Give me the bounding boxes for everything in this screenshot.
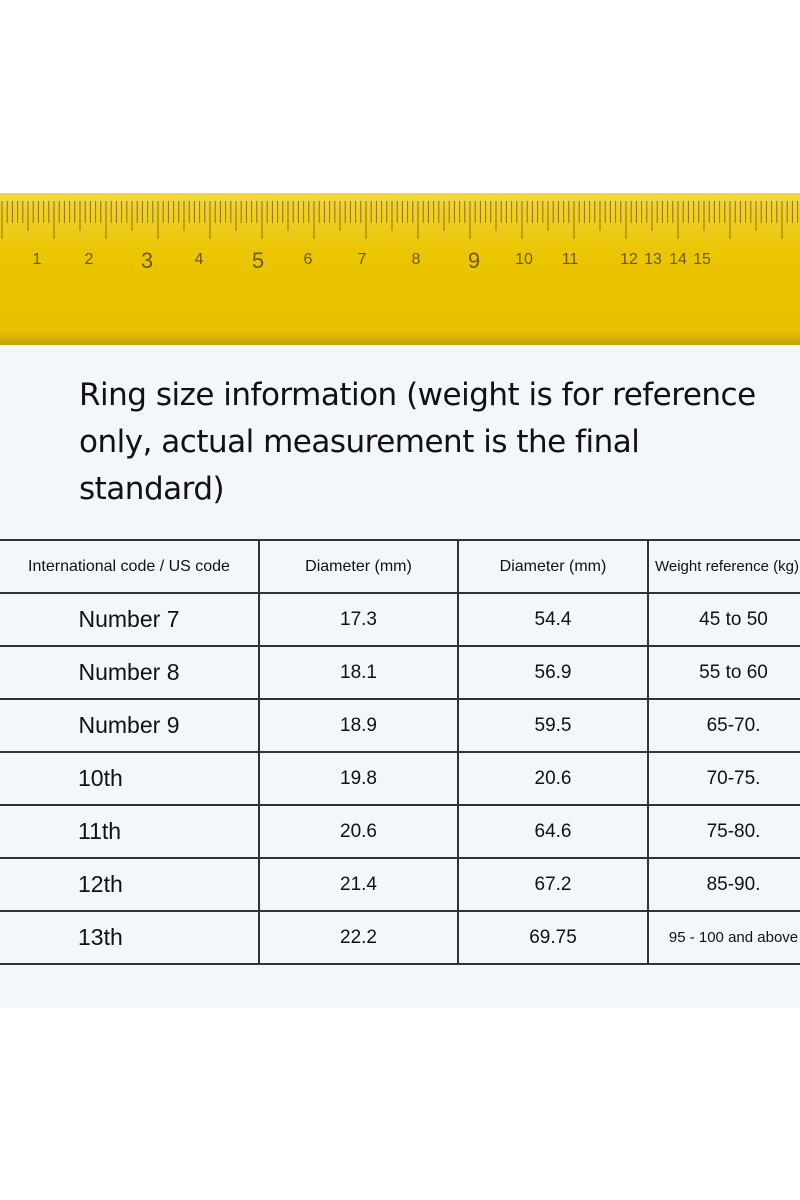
cell-circumference: 64.6 <box>457 804 649 859</box>
cell-diameter: 19.8 <box>258 751 459 806</box>
cell-circumference: 67.2 <box>457 857 649 912</box>
cell-weight: 85-90. <box>647 857 800 912</box>
ruler-label: 8 <box>411 251 421 268</box>
cell-weight: 45 to 50 <box>647 592 800 647</box>
header-diameter: Diameter (mm) <box>258 539 459 594</box>
cell-diameter: 17.3 <box>258 592 459 647</box>
ruler-image: 1 2 3 4 5 6 7 8 9 10 11 12 13 14 15 <box>0 193 800 345</box>
cell-weight: 55 to 60 <box>647 645 800 700</box>
cell-code: Number 8 <box>0 645 260 700</box>
ruler-ticks <box>1 201 799 239</box>
ring-size-table: International code / US code Diameter (m… <box>0 539 800 965</box>
cell-weight: 95 - 100 and above <box>647 910 800 965</box>
table-row: Number 9 18.9 59.5 65-70. <box>0 698 800 753</box>
table-row: 12th 21.4 67.2 85-90. <box>0 857 800 912</box>
cell-code: 11th <box>0 804 260 859</box>
cell-circumference: 59.5 <box>457 698 649 753</box>
cell-circumference: 20.6 <box>457 751 649 806</box>
ruler-label: 3 <box>140 248 154 273</box>
cell-circumference: 54.4 <box>457 592 649 647</box>
ruler-label: 15 <box>693 251 711 268</box>
cell-diameter: 22.2 <box>258 910 459 965</box>
ruler-label: 6 <box>303 251 313 268</box>
ruler-label: 13 <box>644 251 662 268</box>
cell-circumference: 69.75 <box>457 910 649 965</box>
ruler-label: 10 <box>515 251 533 268</box>
ruler-label: 5 <box>251 248 265 273</box>
ruler-label: 9 <box>467 248 481 273</box>
ruler-label: 2 <box>84 251 94 268</box>
table-row: Number 7 17.3 54.4 45 to 50 <box>0 592 800 647</box>
cell-weight: 65-70. <box>647 698 800 753</box>
table-row: 11th 20.6 64.6 75-80. <box>0 804 800 859</box>
cell-weight: 70-75. <box>647 751 800 806</box>
header-weight: Weight reference (kg) <box>647 539 800 594</box>
ruler-label: 7 <box>357 251 367 268</box>
ruler-label: 4 <box>194 251 204 268</box>
cell-circumference: 56.9 <box>457 645 649 700</box>
cell-diameter: 18.9 <box>258 698 459 753</box>
header-circumference: Diameter (mm) <box>457 539 649 594</box>
cell-code: Number 7 <box>0 592 260 647</box>
table-row: 13th 22.2 69.75 95 - 100 and above <box>0 910 800 965</box>
ruler-label: 1 <box>32 251 42 268</box>
table-header-row: International code / US code Diameter (m… <box>0 539 800 594</box>
cell-diameter: 20.6 <box>258 804 459 859</box>
cell-code: 13th <box>0 910 260 965</box>
table-row: Number 8 18.1 56.9 55 to 60 <box>0 645 800 700</box>
cell-diameter: 21.4 <box>258 857 459 912</box>
table-row: 10th 19.8 20.6 70-75. <box>0 751 800 806</box>
cell-code: 12th <box>0 857 260 912</box>
ruler-label: 12 <box>620 251 638 268</box>
page-title: Ring size information (weight is for ref… <box>79 377 756 507</box>
cell-weight: 75-80. <box>647 804 800 859</box>
ruler-label: 14 <box>669 251 687 268</box>
cell-diameter: 18.1 <box>258 645 459 700</box>
header-code: International code / US code <box>0 539 260 594</box>
cell-code: 10th <box>0 751 260 806</box>
cell-code: Number 9 <box>0 698 260 753</box>
ruler-label: 11 <box>561 251 579 268</box>
